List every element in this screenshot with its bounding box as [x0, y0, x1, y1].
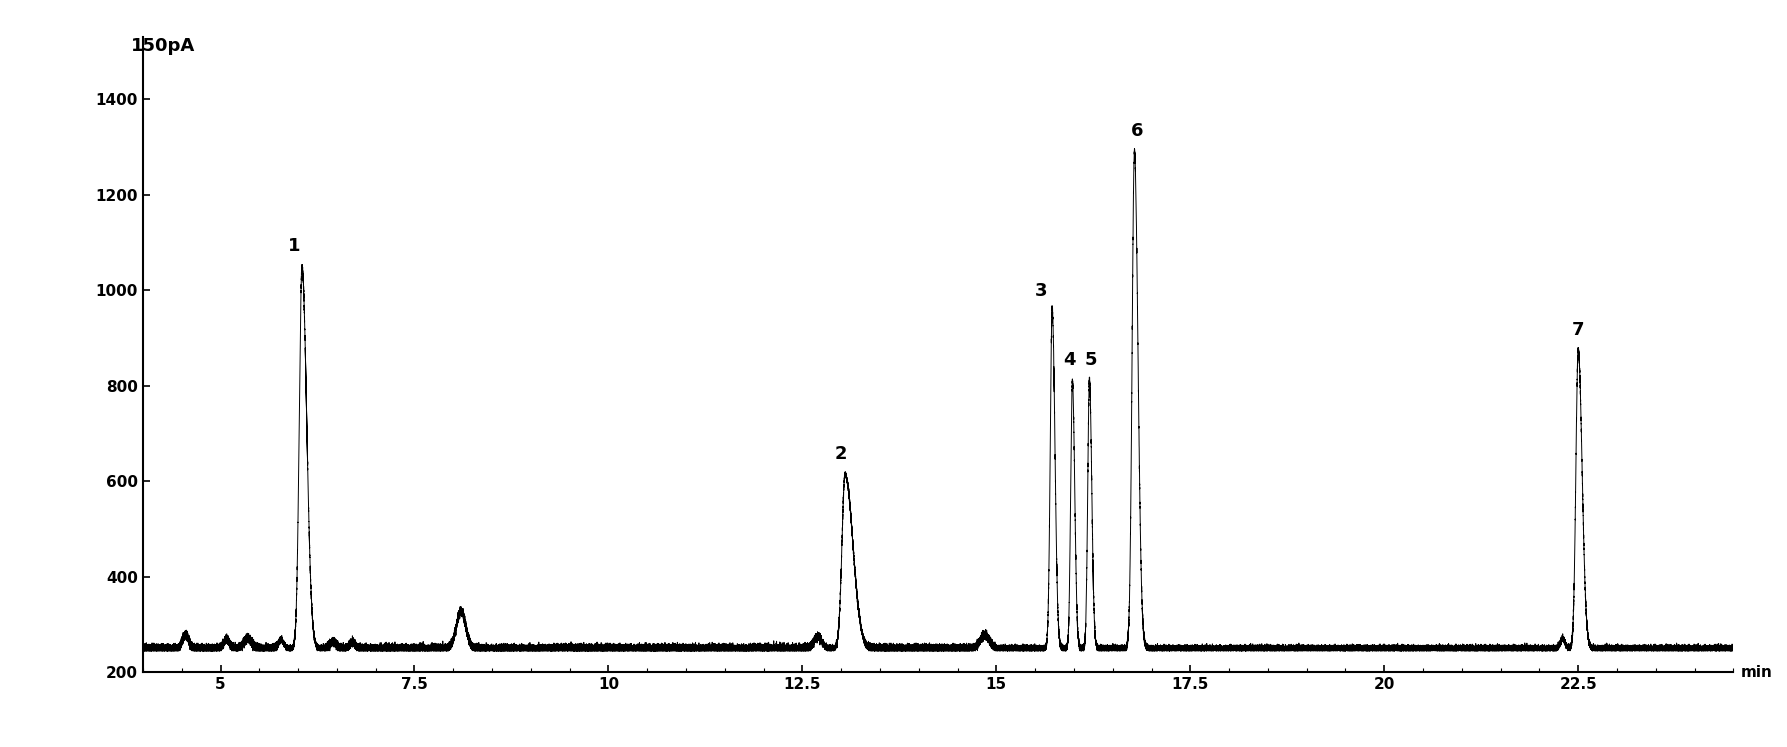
Text: 6: 6	[1131, 122, 1144, 140]
Text: 150pA: 150pA	[130, 37, 195, 55]
Text: 7: 7	[1573, 321, 1585, 339]
Text: 3: 3	[1035, 282, 1047, 300]
Text: 4: 4	[1063, 351, 1076, 369]
Text: 1: 1	[288, 237, 300, 255]
Text: 2: 2	[835, 445, 847, 463]
Text: 5: 5	[1085, 351, 1097, 369]
Text: min: min	[1741, 665, 1773, 680]
